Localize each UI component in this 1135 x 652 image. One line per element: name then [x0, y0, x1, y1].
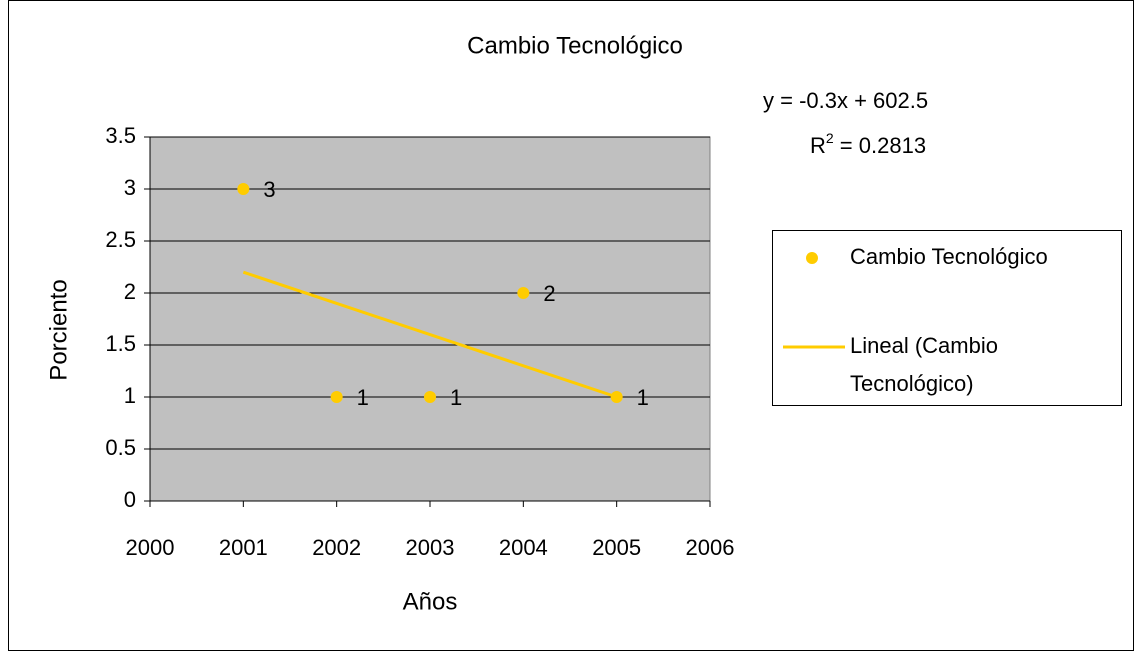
data-label: 1	[450, 385, 462, 410]
y-tick-label: 2	[124, 279, 136, 304]
legend-label-line: Lineal (Cambio	[850, 333, 998, 358]
point	[517, 287, 530, 299]
r-squared-part: R	[810, 133, 826, 158]
x-tick-label: 2000	[126, 535, 175, 560]
x-tick-label: 2006	[686, 535, 735, 560]
data-label: 2	[543, 281, 555, 306]
x-tick-label: 2002	[312, 535, 361, 560]
plot-area	[149, 136, 711, 502]
x-tick-label: 2004	[499, 535, 548, 560]
y-tick-label: 1	[124, 383, 136, 408]
legend-label: Lineal (Cambio Tecnológico)	[850, 333, 998, 396]
x-tick-label: 2001	[219, 535, 268, 560]
y-tick-label: 0.5	[105, 435, 136, 460]
y-tick-label: 3.5	[105, 123, 136, 148]
data-label: 3	[263, 177, 275, 202]
legend-box	[772, 230, 1122, 406]
legend-label: Cambio Tecnológico	[850, 244, 1048, 269]
x-axis-label: Años	[403, 588, 458, 615]
point	[237, 183, 250, 195]
r-squared-part: = 0.2813	[834, 133, 926, 158]
legend-label-line: Tecnológico)	[850, 371, 974, 396]
r-squared-part: 2	[826, 130, 834, 146]
y-axis-label: Porciento	[45, 279, 72, 380]
trend-equation: y = -0.3x + 602.5	[763, 88, 928, 113]
point	[610, 391, 623, 403]
y-tick-label: 3	[124, 175, 136, 200]
data-label: 1	[637, 385, 649, 410]
x-tick-label: 2003	[406, 535, 455, 560]
y-tick-label: 1.5	[105, 331, 136, 356]
point	[330, 391, 343, 403]
r-squared: R2 = 0.2813	[810, 130, 926, 158]
chart-title: Cambio Tecnológico	[467, 32, 683, 59]
y-tick-label: 0	[124, 487, 136, 512]
y-tick-label: 2.5	[105, 227, 136, 252]
legend-marker	[806, 252, 818, 264]
data-label: 1	[357, 385, 369, 410]
trendline	[242, 270, 618, 399]
point	[424, 391, 436, 403]
x-tick-label: 2005	[592, 535, 641, 560]
